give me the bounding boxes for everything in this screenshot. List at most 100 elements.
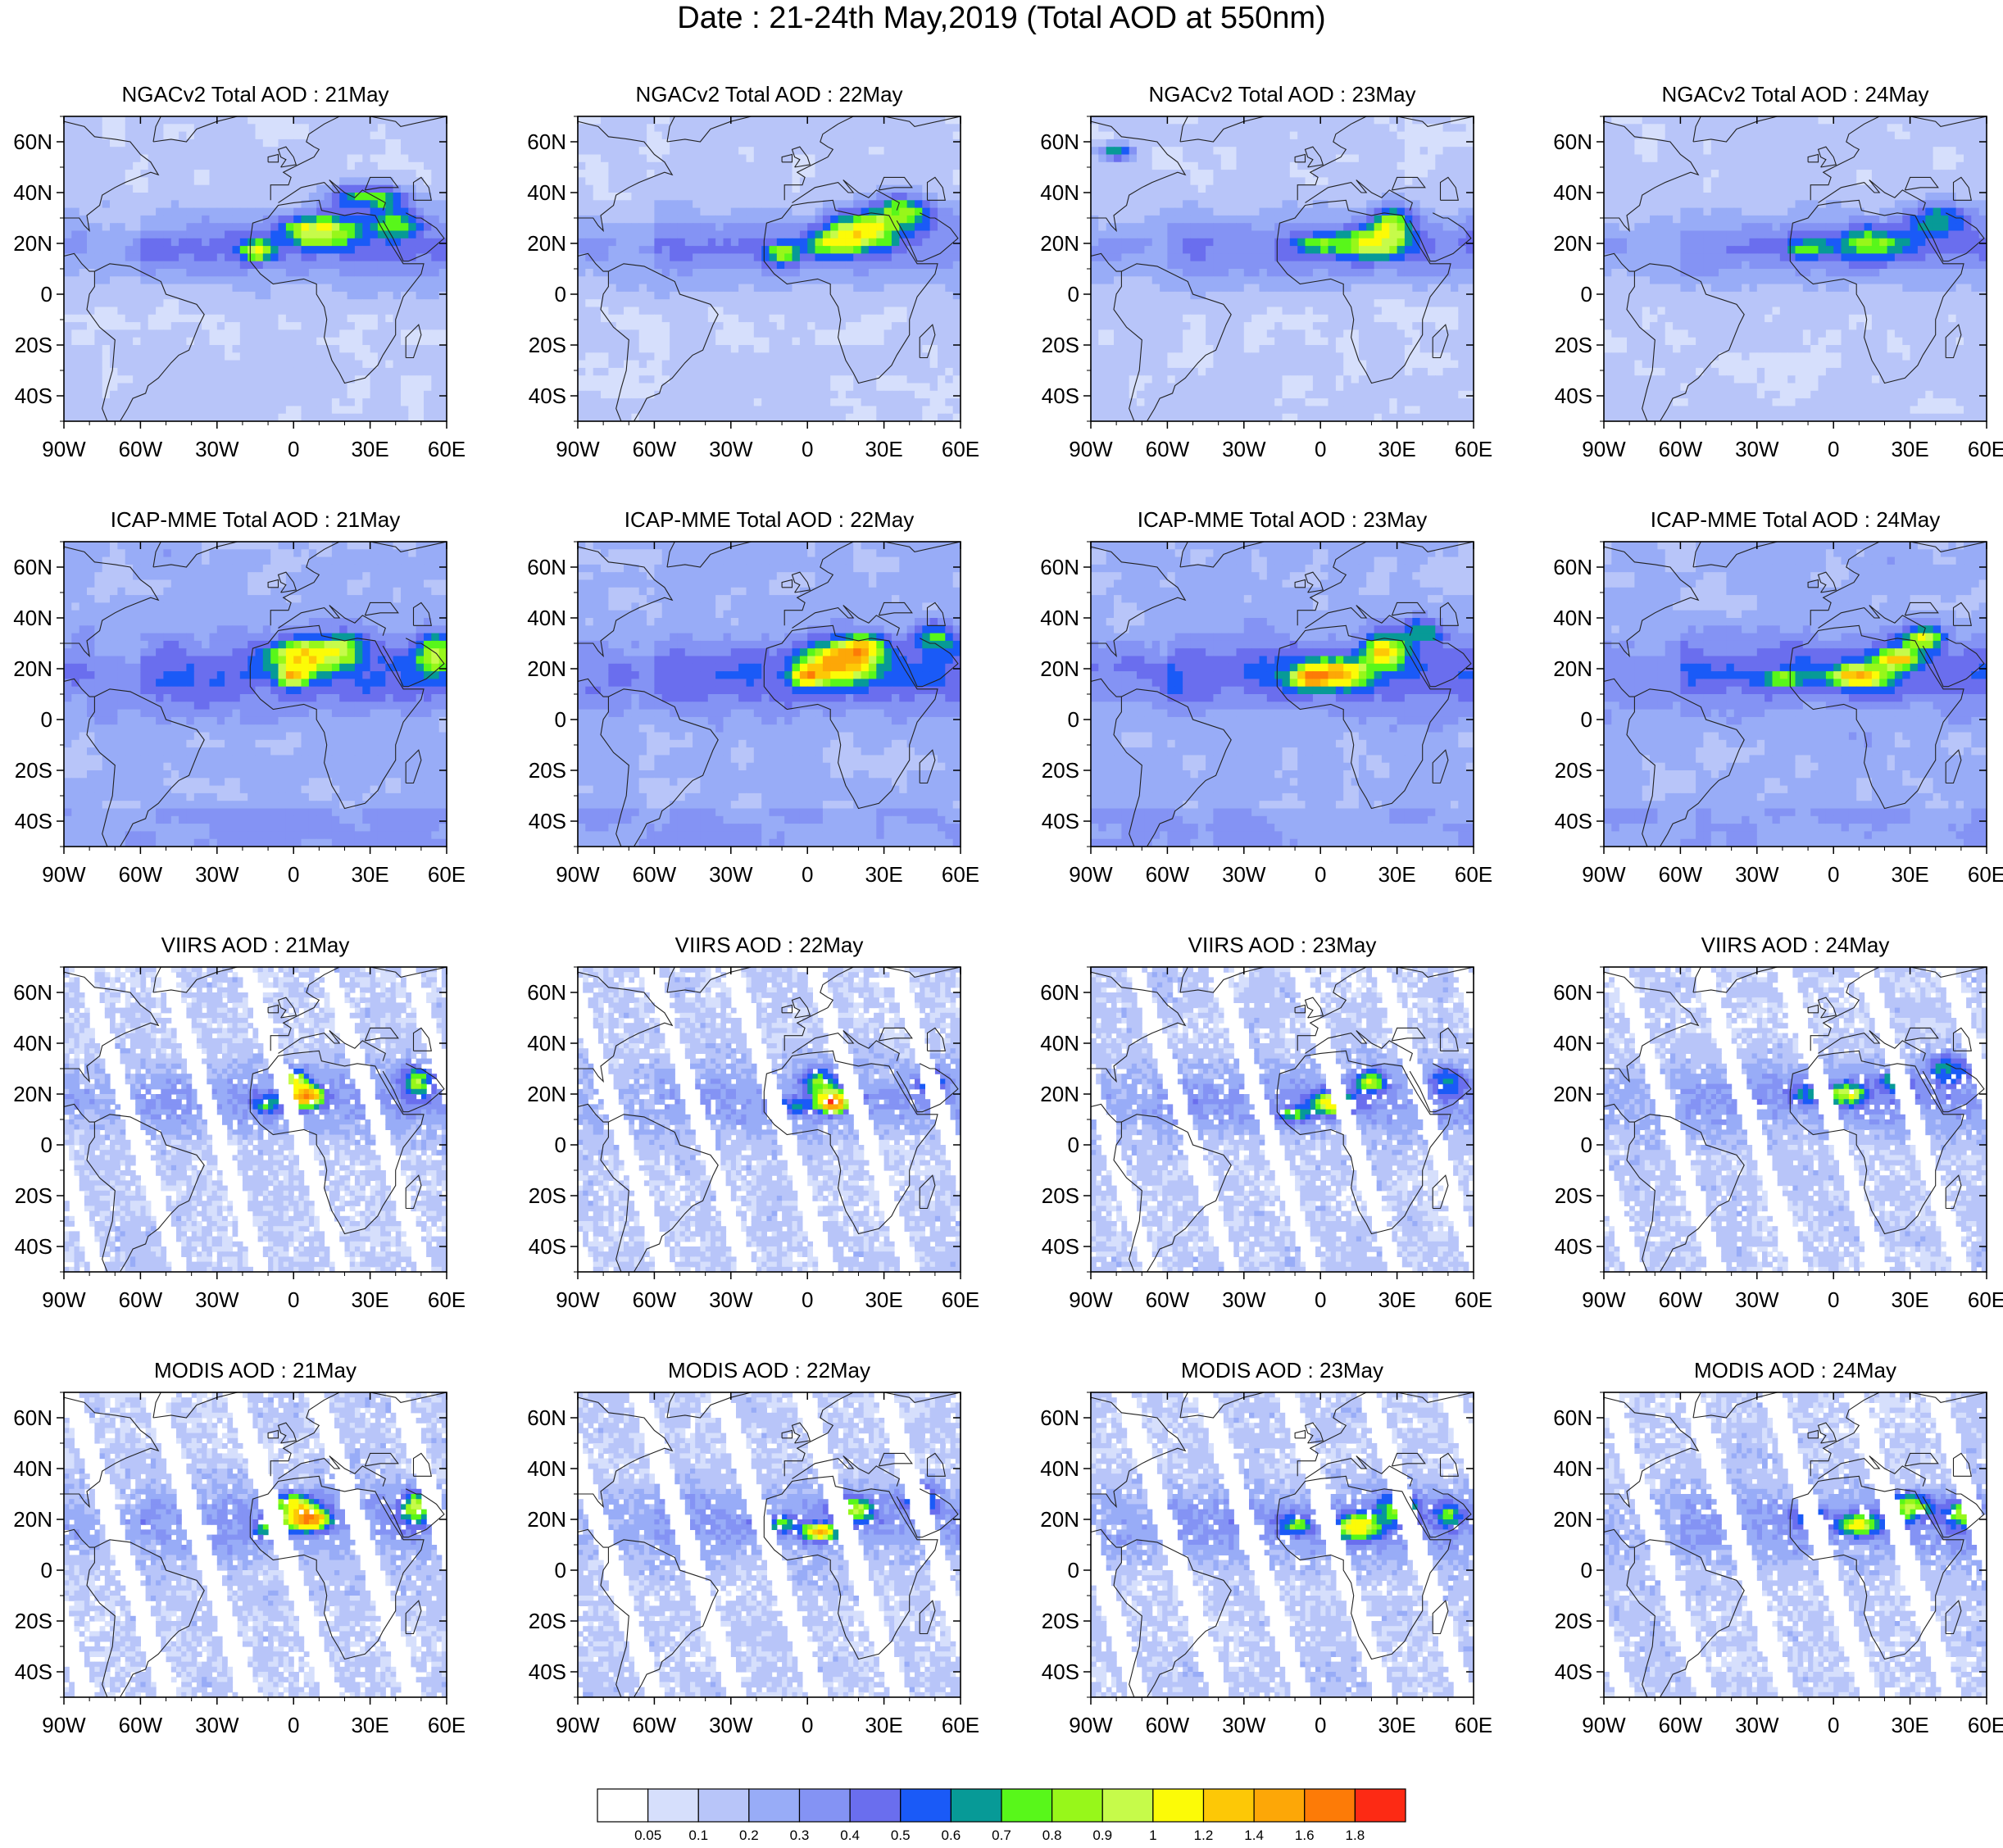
lat-tick-label: 20N: [527, 656, 566, 681]
lat-tick-label: 20S: [15, 333, 52, 357]
lat-tick-label: 40S: [15, 384, 52, 408]
lon-tick-label: 90W: [1069, 437, 1113, 461]
lon-tick-label: 30W: [709, 1287, 753, 1312]
colorbar-swatch: [748, 1788, 801, 1823]
lon-tick-label: 60W: [633, 1713, 677, 1737]
aod-field: [64, 116, 447, 421]
lat-tick-label: 20S: [15, 1183, 52, 1208]
colorbar-swatch: [1202, 1788, 1255, 1823]
lat-tick-label: 0: [555, 707, 566, 732]
lat-tick-label: 20N: [13, 1507, 52, 1532]
lat-tick-label: 40S: [529, 1234, 566, 1259]
lat-tick-label: 40S: [529, 809, 566, 833]
lat-tick-label: 40N: [527, 1456, 566, 1481]
lat-tick-label: 40N: [1553, 180, 1592, 205]
lon-tick-label: 30E: [865, 862, 902, 887]
lat-tick-label: 60N: [1553, 129, 1592, 154]
lon-tick-label: 60E: [428, 1713, 466, 1737]
colorbar-label: 0.7: [992, 1828, 1011, 1843]
lat-tick-label: 40N: [1553, 1456, 1592, 1481]
aod-field: [64, 542, 447, 847]
colorbar-label: 1.4: [1244, 1828, 1264, 1843]
lat-tick-label: 40S: [1555, 1660, 1592, 1684]
lon-tick-label: 0: [802, 1713, 813, 1737]
lat-tick-label: 0: [555, 282, 566, 306]
lat-tick-label: 40N: [13, 1031, 52, 1056]
lon-tick-label: 60E: [1455, 1287, 1492, 1312]
lat-tick-label: 40N: [1553, 606, 1592, 630]
aod-field: [1604, 967, 1987, 1272]
panel-title: NGACv2 Total AOD : 22May: [635, 82, 902, 107]
lon-tick-label: 30W: [1735, 862, 1779, 887]
lat-tick-label: 0: [41, 707, 52, 732]
lon-tick-label: 30W: [1735, 1287, 1779, 1312]
lon-tick-label: 90W: [42, 862, 86, 887]
lat-tick-label: 0: [1581, 282, 1592, 306]
lat-tick-label: 40S: [1042, 1234, 1079, 1259]
lat-tick-label: 40S: [1042, 809, 1079, 833]
lat-tick-label: 60N: [13, 555, 52, 579]
lat-tick-label: 40N: [13, 180, 52, 205]
lon-tick-label: 30E: [351, 862, 388, 887]
colorbar-swatch: [849, 1788, 902, 1823]
lon-tick-label: 60W: [1659, 862, 1703, 887]
lat-tick-label: 60N: [1553, 1405, 1592, 1430]
lon-tick-label: 30W: [709, 437, 753, 461]
colorbar-label: 1.2: [1194, 1828, 1214, 1843]
lat-tick-label: 20N: [1553, 231, 1592, 256]
lon-tick-label: 0: [1828, 1287, 1839, 1312]
lon-tick-label: 60W: [119, 862, 163, 887]
lon-tick-label: 90W: [1069, 1713, 1113, 1737]
lon-tick-label: 60E: [942, 862, 979, 887]
colorbar-label: 0.9: [1092, 1828, 1112, 1843]
lon-tick-label: 30E: [351, 437, 388, 461]
lat-tick-label: 60N: [1040, 555, 1079, 579]
lat-tick-label: 0: [41, 1133, 52, 1157]
colorbar-swatch: [1051, 1788, 1103, 1823]
lat-tick-label: 60N: [13, 129, 52, 154]
lon-tick-label: 60W: [633, 1287, 677, 1312]
lon-tick-label: 60W: [1659, 1287, 1703, 1312]
lat-tick-label: 60N: [1040, 129, 1079, 154]
lon-tick-label: 0: [1315, 1713, 1326, 1737]
lon-tick-label: 30E: [865, 437, 902, 461]
lat-tick-label: 20N: [1040, 1082, 1079, 1106]
lon-tick-label: 60E: [428, 862, 466, 887]
lon-tick-label: 30E: [1378, 862, 1415, 887]
lon-tick-label: 0: [802, 437, 813, 461]
aod-field: [64, 967, 447, 1272]
aod-field: [1091, 967, 1474, 1272]
lon-tick-label: 60E: [1968, 437, 2003, 461]
lat-tick-label: 0: [41, 1558, 52, 1582]
lat-tick-label: 40N: [1040, 1031, 1079, 1056]
map-panel: ICAP-MME Total AOD : 23May 90W 60W 30W 0 30E 6…: [1040, 507, 1492, 887]
lon-tick-label: 30W: [709, 1713, 753, 1737]
lat-tick-label: 60N: [527, 980, 566, 1005]
lon-tick-label: 60E: [942, 1287, 979, 1312]
lon-tick-label: 0: [1828, 437, 1839, 461]
lat-tick-label: 20S: [529, 1183, 566, 1208]
lon-tick-label: 60E: [942, 1713, 979, 1737]
colorbar-swatch: [1354, 1788, 1406, 1823]
lat-tick-label: 60N: [527, 555, 566, 579]
lon-tick-label: 30E: [865, 1287, 902, 1312]
panel-title: VIIRS AOD : 24May: [1701, 933, 1890, 957]
lon-tick-label: 60W: [1146, 1713, 1190, 1737]
lat-tick-label: 60N: [13, 980, 52, 1005]
colorbar-label: 1: [1149, 1828, 1156, 1843]
lon-tick-label: 30E: [865, 1713, 902, 1737]
lat-tick-label: 20N: [1553, 1507, 1592, 1532]
aod-field: [1604, 116, 1987, 421]
map-panel: NGACv2 Total AOD : 24May 90W 60W 30W 0 30E 60E…: [1553, 82, 2003, 461]
lat-tick-label: 0: [41, 282, 52, 306]
panel-title: NGACv2 Total AOD : 24May: [1661, 82, 1928, 107]
colorbar-swatch: [647, 1788, 699, 1823]
coastlines: [64, 1392, 447, 1697]
colorbar-label: 0.1: [688, 1828, 708, 1843]
lon-tick-label: 90W: [1582, 862, 1626, 887]
lon-tick-label: 60W: [1146, 862, 1190, 887]
panel-title: MODIS AOD : 21May: [154, 1358, 357, 1383]
lon-tick-label: 60E: [942, 437, 979, 461]
map-panel: MODIS AOD : 24May 90W 60W 30W 0 30E 60E 60N 40N 2…: [1553, 1358, 2003, 1737]
aod-field: [1091, 542, 1474, 847]
